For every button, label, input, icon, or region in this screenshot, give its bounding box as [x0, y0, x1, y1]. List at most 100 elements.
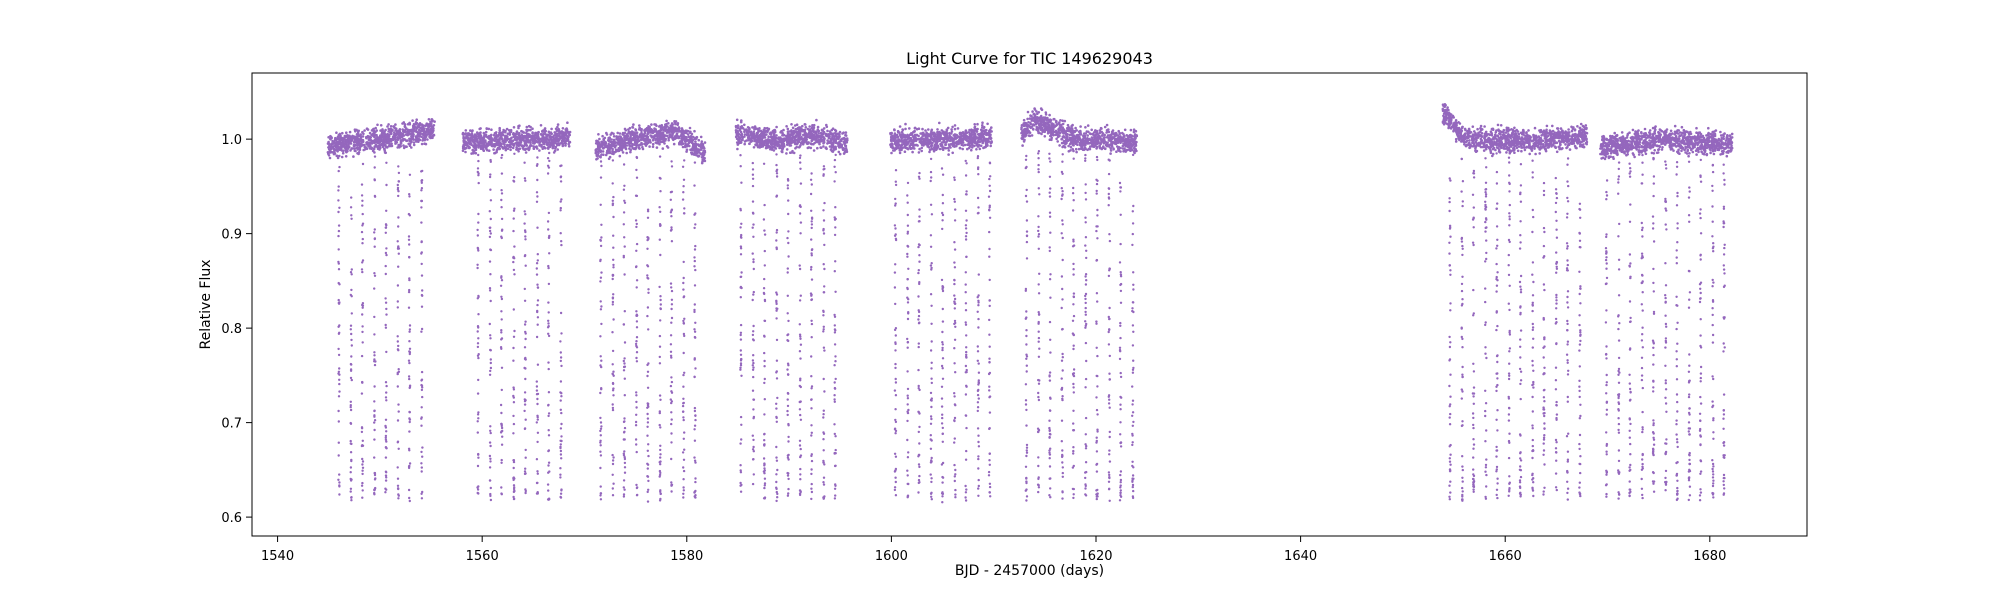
flux-point [1128, 148, 1131, 151]
flux-point [655, 146, 659, 149]
flux-point [488, 137, 491, 141]
flux-point [538, 141, 541, 144]
flux-point [1055, 133, 1058, 136]
flux-point [564, 142, 568, 145]
flux-point [822, 145, 825, 148]
flux-point [384, 133, 387, 137]
flux-point [638, 147, 641, 150]
flux-point [1038, 131, 1041, 135]
flux-point [515, 141, 518, 145]
flux-point [813, 136, 817, 139]
flux-point [623, 137, 627, 141]
flux-point [989, 144, 992, 148]
flux-point [925, 135, 929, 139]
flux-point [770, 141, 774, 144]
flux-point [947, 149, 951, 152]
flux-point [982, 146, 985, 150]
flux-point [956, 127, 960, 130]
flux-point [928, 150, 931, 154]
flux-point [904, 122, 907, 126]
flux-point [473, 133, 477, 136]
flux-point [1054, 129, 1058, 133]
flux-point [420, 126, 424, 129]
flux-point [1101, 145, 1105, 149]
flux-point [638, 126, 641, 130]
flux-point [1059, 119, 1062, 122]
flux-point [412, 126, 415, 129]
flux-point [749, 140, 752, 143]
flux-point [477, 146, 480, 149]
flux-point [378, 148, 381, 151]
flux-point [504, 148, 508, 152]
flux-point [785, 148, 789, 151]
flux-point [1052, 123, 1055, 126]
flux-point [1036, 126, 1040, 130]
flux-point [405, 145, 408, 148]
flux-point [487, 149, 491, 152]
flux-point [352, 155, 355, 158]
flux-point [668, 135, 672, 139]
flux-point [684, 142, 687, 146]
flux-point [557, 140, 560, 143]
flux-point [555, 129, 559, 133]
flux-point [841, 132, 844, 135]
flux-point [518, 147, 522, 150]
flux-point [1078, 141, 1082, 145]
flux-point [640, 129, 643, 132]
flux-point [337, 137, 340, 141]
flux-point [961, 147, 964, 151]
flux-point [345, 131, 348, 134]
flux-point [509, 148, 512, 152]
flux-point [535, 139, 538, 143]
flux-point [530, 137, 533, 141]
flux-point [543, 136, 547, 140]
flux-point [396, 138, 400, 142]
flux-point [1049, 118, 1052, 121]
flux-point [347, 145, 351, 148]
flux-point [461, 149, 465, 152]
flux-point [612, 135, 616, 138]
flux-point [779, 137, 783, 140]
flux-point [776, 144, 779, 148]
flux-point [383, 149, 387, 152]
flux-point [920, 146, 924, 150]
flux-point [513, 134, 517, 137]
flux-point [685, 136, 688, 139]
flux-point [828, 135, 831, 138]
flux-point [629, 150, 632, 154]
flux-point [600, 143, 604, 146]
flux-point [379, 129, 382, 132]
flux-point [806, 127, 810, 131]
flux-point [340, 155, 344, 159]
flux-point [1030, 115, 1033, 118]
flux-point [504, 136, 507, 140]
flux-point [1116, 136, 1120, 140]
flux-point [429, 136, 432, 140]
flux-point [608, 149, 611, 153]
flux-point [972, 139, 976, 142]
flux-point [975, 130, 979, 133]
flux-point [1072, 136, 1075, 140]
flux-point [632, 131, 636, 134]
flux-point [756, 145, 760, 149]
flux-point [1097, 141, 1100, 145]
flux-point [923, 133, 926, 136]
flux-point [567, 140, 571, 144]
flux-point [699, 135, 703, 139]
flux-point [390, 142, 393, 145]
flux-point [471, 129, 474, 132]
flux-point [393, 126, 396, 129]
flux-point [613, 142, 616, 145]
flux-point [759, 129, 763, 133]
flux-point [901, 143, 904, 147]
flux-point [901, 128, 904, 131]
flux-point [930, 147, 934, 151]
flux-point [844, 131, 848, 134]
flux-point [1088, 141, 1092, 145]
flux-point [351, 136, 355, 140]
flux-point [975, 148, 978, 151]
flux-point [370, 146, 374, 150]
flux-point [469, 136, 473, 139]
flux-point [694, 140, 697, 143]
flux-point [328, 156, 332, 160]
